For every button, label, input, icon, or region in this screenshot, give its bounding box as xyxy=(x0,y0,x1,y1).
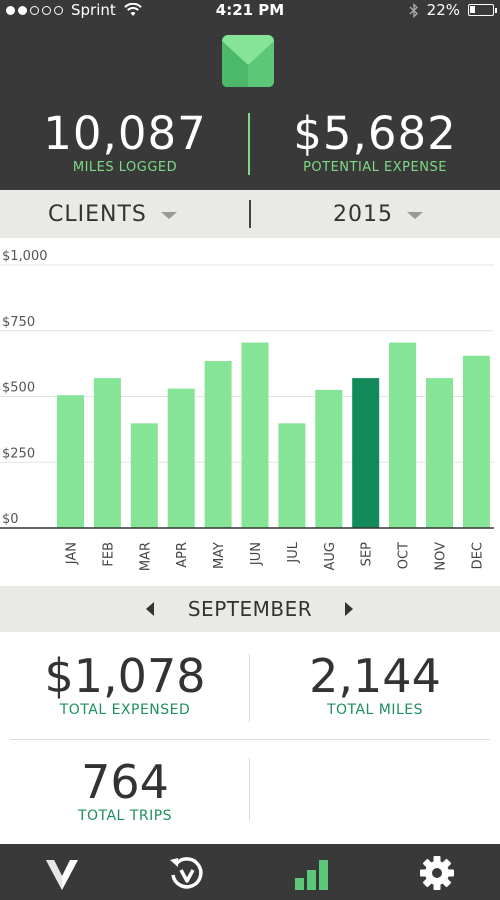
bar-aug xyxy=(315,389,343,528)
stats-divider-vertical xyxy=(249,654,250,722)
total-trips-value: 764 xyxy=(81,755,169,809)
bar-dec xyxy=(462,355,490,528)
status-time: 4:21 PM xyxy=(215,1,285,19)
miles-logged-stat: 10,087 MILES LOGGED xyxy=(0,107,250,176)
chevron-down-icon xyxy=(160,211,177,219)
bar-oct xyxy=(389,342,417,528)
status-bar: Sprint 4:21 PM 22% xyxy=(0,0,500,22)
total-miles-stat: 2,144 TOTAL MILES xyxy=(250,650,500,718)
x-tick-label: MAY xyxy=(212,542,227,569)
x-tick-label: DEC xyxy=(470,542,485,569)
tab-bar xyxy=(0,844,500,900)
bar-feb xyxy=(93,378,121,528)
year-dropdown[interactable]: 2015 xyxy=(333,190,423,238)
selected-month-label: SEPTEMBER xyxy=(187,597,313,621)
wifi-icon xyxy=(124,3,142,16)
x-tick-label: SEP xyxy=(360,542,375,566)
category-dropdown-label: CLIENTS xyxy=(48,201,147,227)
header: Sprint 4:21 PM 22% 10,087 MILES LOGGED xyxy=(0,0,500,190)
filter-bar: CLIENTS 2015 xyxy=(0,190,500,238)
y-tick-label: $1,000 xyxy=(2,249,48,264)
x-tick-label: MAR xyxy=(138,542,153,571)
battery-percent: 22% xyxy=(426,1,460,19)
x-tick-label: OCT xyxy=(397,542,412,569)
tab-settings[interactable] xyxy=(375,844,500,900)
previous-month-arrow-icon[interactable] xyxy=(146,602,154,616)
monthly-expense-chart: $0 $250 $500 $750 $1,000 JAN FEB MAR APR MAY JUN JU… xyxy=(0,238,500,586)
tab-history[interactable] xyxy=(125,844,250,900)
bar-apr xyxy=(167,388,195,528)
category-dropdown[interactable]: CLIENTS xyxy=(48,190,177,238)
year-dropdown-label: 2015 xyxy=(333,201,393,227)
bar-nov xyxy=(426,378,453,528)
filter-divider xyxy=(249,200,251,228)
x-tick-label: JUN xyxy=(249,542,264,566)
month-selector: SEPTEMBER xyxy=(0,586,500,632)
logo-icon xyxy=(46,860,78,890)
bar-jan xyxy=(57,395,84,528)
miles-logged-value: 10,087 xyxy=(43,107,207,160)
chevron-down-icon xyxy=(407,211,423,219)
x-tick-label: NOV xyxy=(434,542,449,571)
bar-jun xyxy=(241,342,269,528)
x-tick-label: FEB xyxy=(101,542,116,567)
bar-may xyxy=(204,360,232,528)
total-trips-label: TOTAL TRIPS xyxy=(77,808,173,824)
total-expensed-value: $1,078 xyxy=(44,649,206,703)
y-tick-label: $0 xyxy=(2,512,19,527)
x-tick-label: AUG xyxy=(323,542,338,570)
history-icon xyxy=(170,857,203,889)
next-month-arrow-icon[interactable] xyxy=(345,602,353,616)
signal-strength-icon xyxy=(6,5,63,15)
total-expensed-stat: $1,078 TOTAL EXPENSED xyxy=(0,650,250,718)
x-tick-label: JUL xyxy=(286,541,301,563)
bluetooth-icon xyxy=(409,2,418,18)
total-miles-value: 2,144 xyxy=(309,649,441,703)
y-tick-label: $250 xyxy=(2,446,35,461)
header-divider xyxy=(248,113,250,175)
miles-logged-label: MILES LOGGED xyxy=(72,160,178,175)
y-tick-label: $750 xyxy=(2,315,35,330)
tab-home[interactable] xyxy=(0,844,125,900)
bar-chart: $0 $250 $500 $750 $1,000 JAN FEB MAR APR MAY JUN JU… xyxy=(0,249,494,571)
x-tick-label: APR xyxy=(175,542,190,568)
gear-icon xyxy=(420,856,454,890)
bar-mar xyxy=(130,423,158,528)
app-logo-icon xyxy=(222,35,274,87)
y-tick-label: $500 xyxy=(2,381,35,396)
x-tick-label: JAN xyxy=(65,542,80,565)
bar-sep xyxy=(352,378,380,528)
potential-expense-stat: $5,682 POTENTIAL EXPENSE xyxy=(250,107,500,176)
total-expensed-label: TOTAL EXPENSED xyxy=(59,702,191,718)
carrier-name: Sprint xyxy=(71,1,116,19)
potential-expense-label: POTENTIAL EXPENSE xyxy=(303,160,447,175)
total-miles-label: TOTAL MILES xyxy=(326,702,424,718)
tab-reports[interactable] xyxy=(250,844,375,900)
chart-icon xyxy=(295,860,328,890)
bar-jul xyxy=(278,423,306,528)
potential-expense-value: $5,682 xyxy=(293,107,457,160)
stats-divider-horizontal xyxy=(10,739,490,740)
total-trips-stat: 764 TOTAL TRIPS xyxy=(0,756,250,824)
stats-divider-vertical xyxy=(249,758,250,820)
battery-icon xyxy=(468,4,497,16)
